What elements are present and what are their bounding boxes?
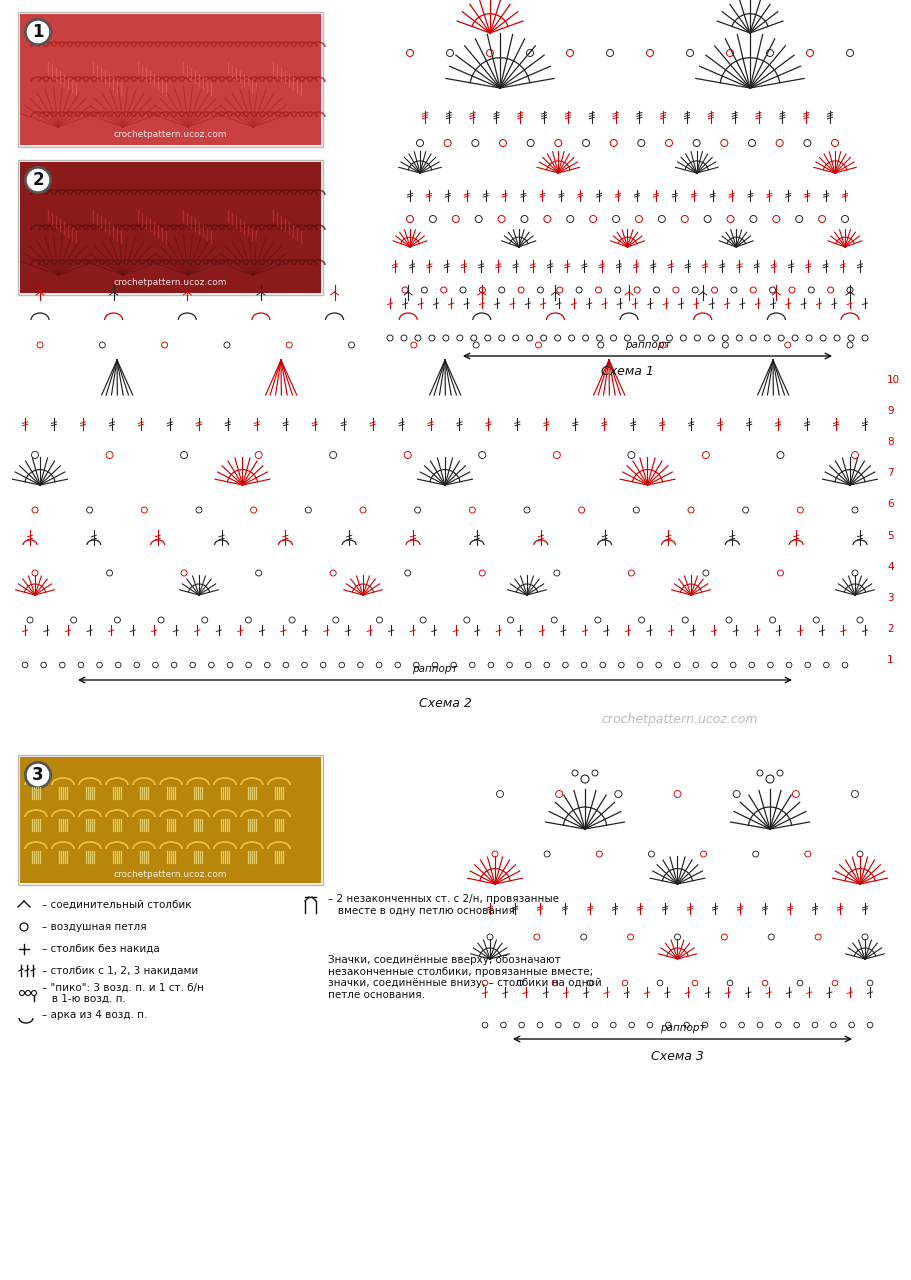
Text: Схема 1: Схема 1 — [600, 365, 652, 378]
Text: – "пико": 3 возд. п. и 1 ст. б/н
   в 1-ю возд. п.: – "пико": 3 возд. п. и 1 ст. б/н в 1-ю в… — [42, 982, 204, 1004]
Text: – соединительный столбик: – соединительный столбик — [42, 900, 191, 910]
Text: раппорт: раппорт — [624, 340, 670, 349]
Text: – воздушная петля: – воздушная петля — [42, 922, 147, 932]
Text: crochetpattern.ucoz.com: crochetpattern.ucoz.com — [113, 131, 227, 140]
Text: 8: 8 — [886, 438, 893, 447]
Text: – столбик с 1, 2, 3 накидами: – столбик с 1, 2, 3 накидами — [42, 966, 198, 975]
Text: Значки, соединённые вверху, обозначают
незаконченные столбики, провязанные вмест: Значки, соединённые вверху, обозначают н… — [328, 955, 601, 1000]
Text: – столбик без накида: – столбик без накида — [42, 945, 159, 954]
Text: crochetpattern.ucoz.com: crochetpattern.ucoz.com — [601, 713, 757, 727]
Text: 7: 7 — [886, 468, 893, 479]
Text: 10: 10 — [886, 375, 899, 385]
Text: crochetpattern.ucoz.com: crochetpattern.ucoz.com — [113, 870, 227, 879]
Text: Схема 3: Схема 3 — [650, 1050, 702, 1062]
Circle shape — [26, 763, 50, 787]
Text: 3: 3 — [32, 765, 44, 783]
Text: 2: 2 — [886, 623, 893, 634]
Circle shape — [26, 20, 50, 44]
Text: 5: 5 — [886, 530, 893, 540]
Text: crochetpattern.ucoz.com: crochetpattern.ucoz.com — [113, 278, 227, 287]
Text: 3: 3 — [886, 593, 893, 603]
Text: 9: 9 — [886, 406, 893, 416]
Text: 6: 6 — [886, 499, 893, 509]
Text: раппорт: раппорт — [412, 664, 457, 675]
Text: 1: 1 — [32, 23, 44, 41]
Text: 2: 2 — [32, 172, 44, 189]
Bar — [20, 756, 321, 883]
Bar — [18, 160, 322, 294]
Bar — [20, 163, 321, 293]
Text: – 2 незаконченных ст. с 2/н, провязанные
   вместе в одну петлю основания: – 2 незаконченных ст. с 2/н, провязанные… — [328, 895, 558, 915]
Text: Схема 2: Схема 2 — [418, 698, 471, 710]
Bar — [18, 755, 322, 884]
Circle shape — [26, 168, 50, 192]
Text: 1: 1 — [886, 655, 893, 666]
Bar — [18, 12, 322, 147]
Bar — [20, 14, 321, 145]
Text: раппорт: раппорт — [659, 1023, 704, 1033]
Text: 4: 4 — [886, 562, 893, 572]
Text: – арка из 4 возд. п.: – арка из 4 возд. п. — [42, 1010, 148, 1020]
